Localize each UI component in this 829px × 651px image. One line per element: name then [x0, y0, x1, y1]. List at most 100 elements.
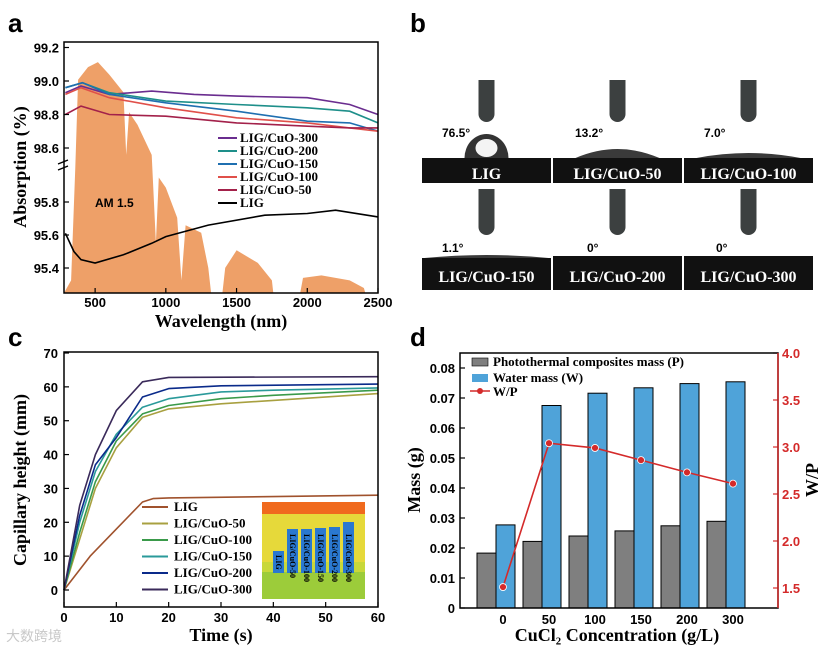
y-tick-label: 10 — [44, 549, 58, 564]
inset-top-band — [262, 502, 365, 514]
bar-water-mass — [679, 383, 700, 609]
plot-frame — [63, 351, 379, 608]
legend-label: Water mass (W) — [493, 370, 583, 385]
y-tick-label: 95.8 — [34, 195, 59, 210]
legend-label: W/P — [493, 384, 518, 399]
legend-label: LIG/CuO-200 — [240, 143, 318, 158]
water-droplet — [575, 149, 660, 158]
inset-strip — [315, 528, 326, 573]
needle — [740, 80, 757, 122]
y-tick-label: 98.8 — [34, 108, 59, 123]
y-tick-label: 20 — [44, 515, 58, 530]
inset-strip — [329, 527, 340, 573]
axis-break-mark — [57, 165, 69, 171]
x-axis-label: CuCl₂ Concentration (g/L) — [515, 625, 719, 646]
axis-break-mark — [57, 159, 69, 165]
bar-photothermal-mass — [476, 552, 497, 609]
y-tick-label: 95.4 — [34, 261, 60, 276]
x-tick-label: 0 — [499, 612, 506, 627]
y-tick-label: 50 — [44, 414, 58, 429]
sample-label: LIG/CuO-100 — [700, 166, 796, 183]
y-tick-label: 60 — [44, 380, 58, 395]
y-tick-label: 70 — [44, 346, 58, 361]
substrate — [553, 256, 682, 290]
panel-letter-a: a — [8, 8, 23, 38]
w-p-point — [683, 468, 691, 477]
needle-top — [609, 80, 626, 90]
y-tick-label: 0.07 — [430, 391, 455, 406]
panel-letter-b: b — [410, 8, 426, 38]
y-tick-label: 0.06 — [430, 421, 455, 436]
x-tick-label: 500 — [84, 295, 106, 310]
legend-label: LIG/CuO-100 — [174, 532, 252, 547]
bar-photothermal-mass — [568, 535, 589, 609]
contact-angle-value: 13.2° — [575, 126, 603, 140]
legend-label: LIG — [174, 499, 198, 514]
y-tick-label: 0.04 — [430, 481, 456, 496]
y2-tick-label: 4.0 — [782, 346, 800, 361]
x-tick-label: 100 — [584, 612, 606, 627]
series-line-lig-cuo-50 — [65, 105, 378, 129]
sample-label: LIG/CuO-200 — [569, 269, 665, 286]
inset-strip-label: LIG — [274, 555, 283, 570]
panel-c-capillary-chart: LIG LIG/CuO-50 LIG/CuO-100 LIG/CuO-150 LIG/C… — [10, 346, 385, 646]
x-tick-label: 50 — [542, 612, 556, 627]
sample-label: LIG/CuO-50 — [573, 166, 661, 183]
needle-top — [740, 80, 757, 90]
needle-top — [740, 189, 757, 199]
inset-strip — [301, 529, 312, 573]
contact-angle-value: 76.5° — [442, 126, 470, 140]
inset-strip — [287, 529, 298, 573]
x-axis-label: Time (s) — [189, 625, 252, 646]
series-line-lig-cuo-100 — [63, 389, 379, 591]
w-p-point — [591, 444, 599, 452]
legend-label: Photothermal composites mass (P) — [493, 354, 684, 369]
bar-water-mass — [725, 381, 746, 609]
bar-photothermal-mass — [706, 520, 727, 609]
inset-strip-label: LIG/CuO-150 — [316, 534, 325, 582]
legend-swatch — [472, 374, 488, 382]
inset-bottom-band — [262, 572, 365, 599]
x-tick-label: 2000 — [293, 295, 322, 310]
needle-top — [609, 189, 626, 199]
legend-label: LIG/CuO-100 — [240, 169, 318, 184]
w-p-point — [637, 456, 645, 465]
x-tick-label: 50 — [318, 610, 332, 625]
y-tick-label: 0.05 — [430, 451, 455, 466]
inset-strip-label: LIG/CuO-300 — [344, 534, 353, 582]
water-droplet — [424, 255, 549, 258]
bar-photothermal-mass — [660, 525, 681, 609]
needle-top — [478, 189, 495, 199]
legend-label: LIG/CuO-50 — [174, 516, 246, 531]
x-tick-label: 2500 — [364, 295, 393, 310]
inset-strip — [343, 522, 354, 573]
y-tick-label: 0.02 — [430, 541, 455, 556]
contact-angle-value: 0° — [716, 241, 728, 255]
x-tick-label: 150 — [630, 612, 652, 627]
series-line-lig-cuo-300 — [65, 85, 379, 116]
y-tick-label: 0 — [51, 583, 58, 598]
x-tick-label: 40 — [266, 610, 280, 625]
needle — [609, 189, 626, 235]
y2-tick-label: 3.0 — [782, 440, 800, 455]
substrate — [684, 256, 813, 290]
y-tick-label: 98.6 — [34, 141, 59, 156]
contact-angle-image-lig-cuo-150: 1.1° LIG/CuO-150 — [422, 189, 551, 290]
bar-water-mass — [495, 524, 516, 609]
x-tick-label: 60 — [371, 610, 385, 625]
y-tick-label: 99.2 — [34, 41, 59, 56]
w-p-point — [545, 439, 553, 448]
legend-label: LIG/CuO-300 — [174, 582, 252, 597]
series-line-lig — [63, 494, 379, 591]
inset-strip-label: LIG/CuO-50 — [288, 534, 297, 578]
y2-tick-label: 1.5 — [782, 581, 800, 596]
x-tick-label: 300 — [722, 612, 744, 627]
inset-strip-label: LIG/CuO-200 — [330, 534, 339, 582]
legend-marker — [477, 388, 483, 394]
droplet-highlight — [475, 139, 498, 157]
x-tick-label: 1500 — [222, 295, 251, 310]
contact-angle-image-lig-cuo-50: 13.2° LIG/CuO-50 — [553, 80, 682, 183]
panel-a-absorption-chart: LIG/CuO-300LIG/CuO-200LIG/CuO-150LIG/CuO… — [10, 41, 392, 333]
needle — [478, 189, 495, 235]
